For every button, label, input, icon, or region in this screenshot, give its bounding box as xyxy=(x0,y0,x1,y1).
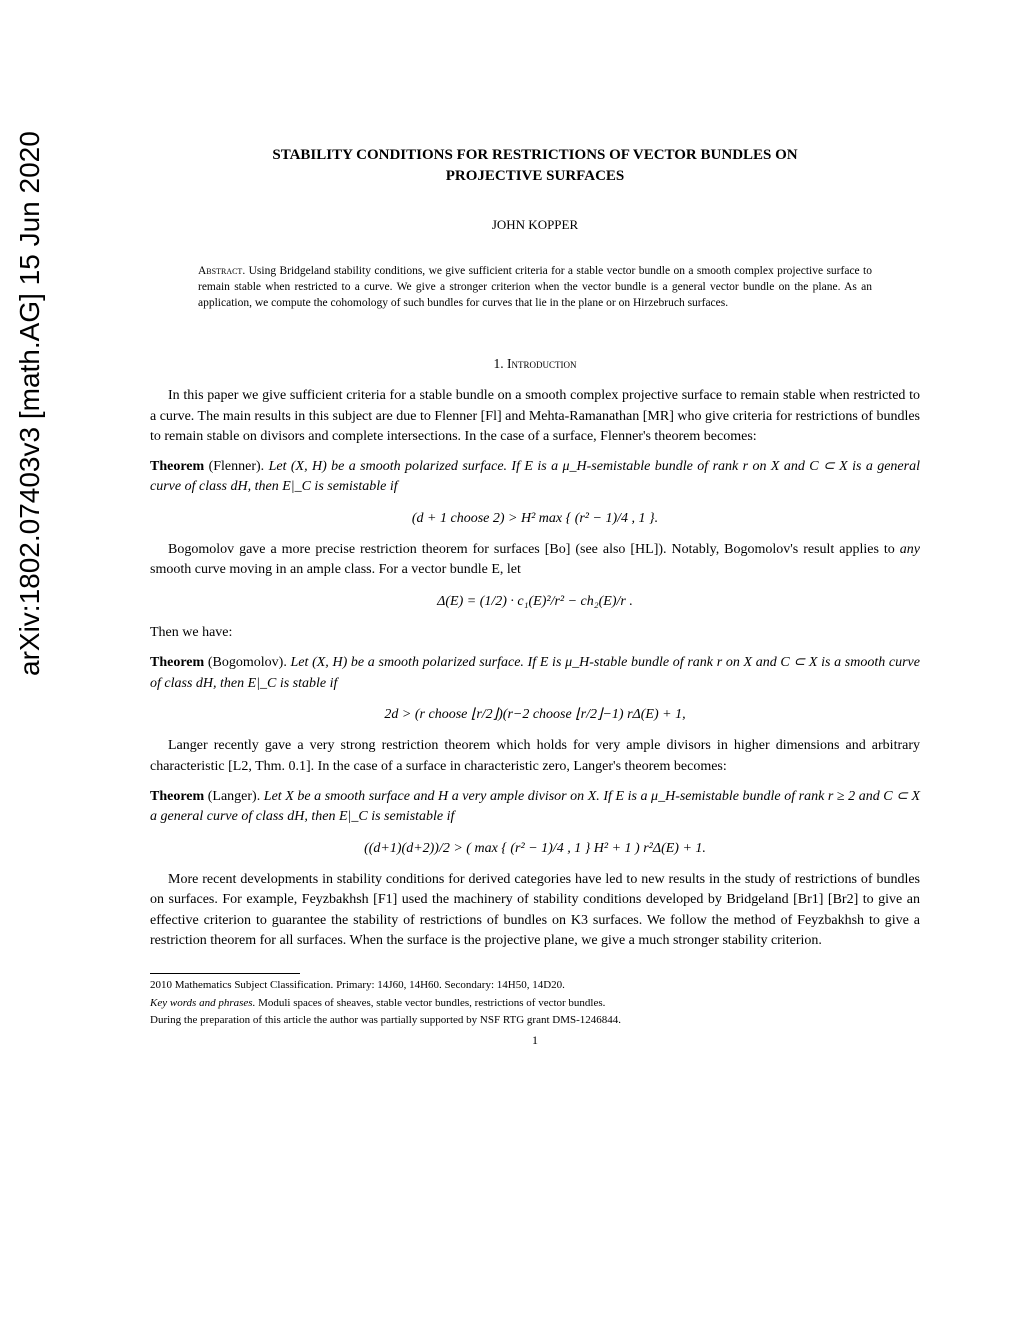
abstract-label: Abstract. xyxy=(198,265,245,277)
theorem-label: Theorem xyxy=(150,789,208,804)
equation-flenner: (d + 1 choose 2) > H² max { (r² − 1)/4 ,… xyxy=(150,508,920,530)
theorem-name: (Flenner) xyxy=(209,459,261,474)
para-text: Bogomolov gave a more precise restrictio… xyxy=(168,542,900,557)
paragraph-langer: Langer recently gave a very strong restr… xyxy=(150,736,920,777)
page-number: 1 xyxy=(150,1032,920,1049)
theorem-body: Let (X, H) be a smooth polarized surface… xyxy=(150,459,920,494)
equation-delta: Δ(E) = (1/2) · c₁(E)²/r² − ch₂(E)/r . xyxy=(150,591,920,613)
arxiv-identifier: arXiv:1802.07403v3 [math.AG] 15 Jun 2020 xyxy=(14,131,46,676)
footnotes: 2010 Mathematics Subject Classification.… xyxy=(150,969,920,1049)
fn-label: 2010 Mathematics Subject Classification. xyxy=(150,979,333,991)
footnote-support: During the preparation of this article t… xyxy=(150,1013,920,1028)
theorem-label: Theorem xyxy=(150,655,208,670)
paragraph-then: Then we have: xyxy=(150,623,920,643)
theorem-bogomolov: Theorem (Bogomolov). Let (X, H) be a smo… xyxy=(150,653,920,694)
theorem-name: (Langer) xyxy=(208,789,257,804)
title-line-2: PROJECTIVE SURFACES xyxy=(446,168,625,184)
title-line-1: STABILITY CONDITIONS FOR RESTRICTIONS OF… xyxy=(272,147,797,163)
fn-text: Primary: 14J60, 14H60. Secondary: 14H50,… xyxy=(333,979,565,991)
theorem-body: Let X be a smooth surface and H a very a… xyxy=(150,789,920,824)
theorem-label: Theorem xyxy=(150,459,209,474)
para-cont: smooth curve moving in an ample class. F… xyxy=(150,562,521,577)
abstract-text: Using Bridgeland stability conditions, w… xyxy=(198,265,872,309)
theorem-langer: Theorem (Langer). Let X be a smooth surf… xyxy=(150,787,920,828)
paragraph-recent: More recent developments in stability co… xyxy=(150,870,920,951)
section-heading: 1. Introduction xyxy=(150,356,920,372)
equation-langer: ((d+1)(d+2))/2 > ( max { (r² − 1)/4 , 1 … xyxy=(150,838,920,860)
fn-label: Key words and phrases. xyxy=(150,997,255,1009)
equation-bogomolov: 2d > (r choose ⌊r/2⌋)(r−2 choose ⌊r/2⌋−1… xyxy=(150,704,920,726)
paper-title: STABILITY CONDITIONS FOR RESTRICTIONS OF… xyxy=(150,145,920,187)
footnote-msc: 2010 Mathematics Subject Classification.… xyxy=(150,978,920,993)
abstract: Abstract. Using Bridgeland stability con… xyxy=(198,263,872,311)
fn-text: Moduli spaces of sheaves, stable vector … xyxy=(255,997,605,1009)
para-em: any xyxy=(900,542,920,557)
theorem-flenner: Theorem (Flenner). Let (X, H) be a smoot… xyxy=(150,457,920,498)
paragraph-bogomolov: Bogomolov gave a more precise restrictio… xyxy=(150,540,920,581)
author: JOHN KOPPER xyxy=(150,217,920,233)
footnote-keywords: Key words and phrases. Moduli spaces of … xyxy=(150,996,920,1011)
theorem-name: (Bogomolov) xyxy=(208,655,283,670)
paragraph-intro: In this paper we give sufficient criteri… xyxy=(150,386,920,447)
